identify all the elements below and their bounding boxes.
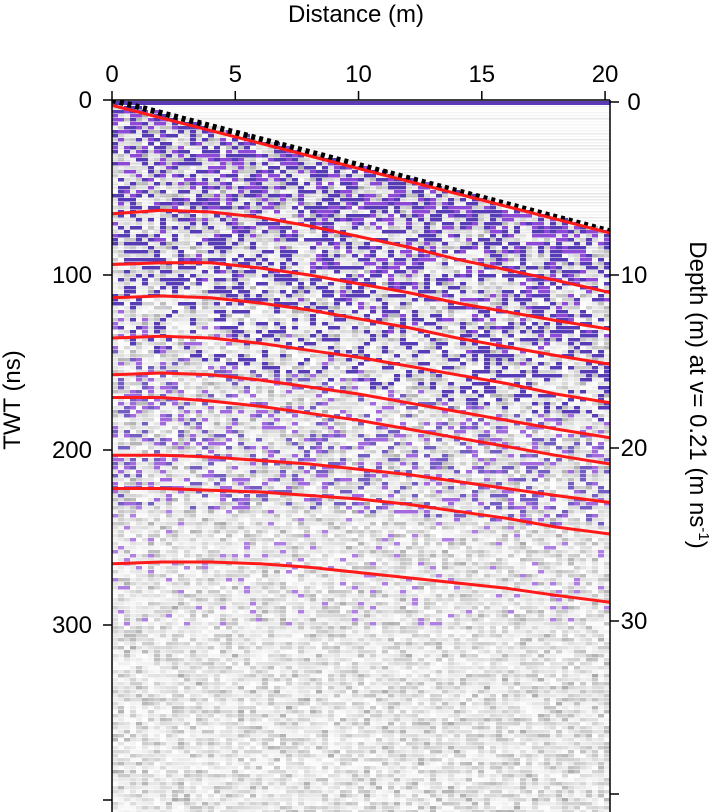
reflector-line-1	[112, 103, 610, 235]
x-tick-label-0: 0	[105, 61, 118, 88]
x-tick-label-20: 20	[592, 61, 619, 88]
left-tick-label-0: 0	[79, 87, 92, 114]
right-axis-title-main: Depth (m) at v= 0.21 (m ns	[684, 241, 711, 527]
series-layer	[112, 100, 610, 604]
left-axis-title: TWT (ns)	[0, 350, 26, 450]
reflector-line-5	[112, 334, 610, 405]
reflector-line-3	[112, 261, 610, 331]
reflector-line-2	[112, 208, 610, 294]
right-axis-title: Depth (m) at v= 0.21 (m ns-1)	[684, 241, 712, 548]
x-axis-title: Distance (m)	[288, 1, 424, 28]
surface-line	[112, 100, 610, 235]
right-tick-label-30: 30	[621, 608, 648, 635]
reflector-line-9	[112, 487, 610, 536]
reflector-line-6	[112, 371, 610, 440]
reflector-line-8	[112, 453, 610, 504]
x-tick-label-5: 5	[229, 61, 242, 88]
x-tick-label-10: 10	[345, 61, 372, 88]
right-axis-title-superscript: -1	[695, 527, 712, 540]
reflector-line-4	[112, 294, 610, 366]
reflector-line-10	[112, 560, 610, 604]
right-tick-label-20: 20	[621, 435, 648, 462]
left-tick-label-200: 200	[52, 437, 92, 464]
x-tick-label-15: 15	[468, 61, 495, 88]
reflector-line-7	[112, 396, 610, 466]
right-tick-label-10: 10	[621, 262, 648, 289]
right-tick-label-0: 0	[627, 89, 640, 116]
left-tick-label-300: 300	[52, 612, 92, 639]
left-tick-label-100: 100	[52, 262, 92, 289]
right-axis-title-end: )	[684, 541, 711, 549]
